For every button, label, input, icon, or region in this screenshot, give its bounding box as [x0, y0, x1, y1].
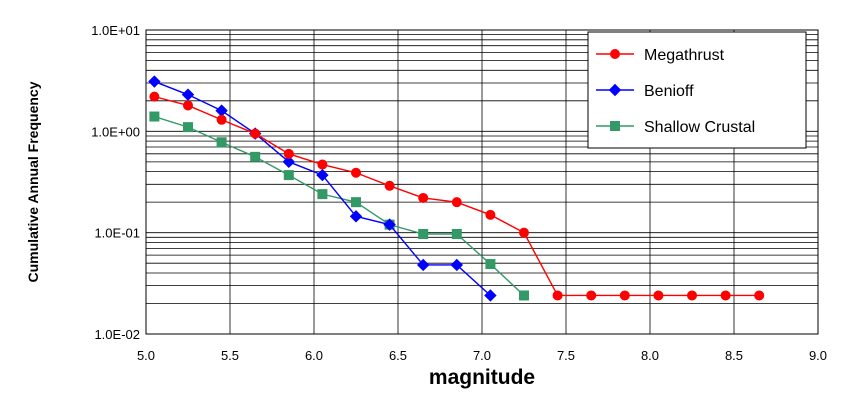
data-point-circle	[317, 159, 328, 170]
data-point-diamond	[349, 210, 363, 223]
data-point-circle	[418, 192, 429, 203]
data-point-circle	[610, 49, 620, 59]
data-point-square	[149, 111, 160, 122]
tick-labels: 5.0 5.5 6.0 6.5 7.0 7.5 8.0 8.5 9.0 1.0E+01 1.0E+0…	[91, 23, 827, 363]
data-point-circle	[149, 91, 160, 102]
series-benioff	[148, 75, 497, 302]
data-point-square	[519, 290, 529, 301]
data-point-diamond	[450, 258, 464, 272]
data-point-square	[610, 121, 620, 131]
data-point-diamond	[316, 168, 329, 182]
y-tick-label: 1.0E+00	[91, 124, 140, 139]
data-point-circle	[250, 128, 261, 139]
legend-label: Benioff	[644, 83, 694, 100]
legend-label: Megathrust	[644, 47, 725, 64]
plot-area-frame	[145, 29, 819, 335]
data-point-square	[283, 170, 294, 181]
y-tick-label: 1.0E-01	[94, 226, 140, 241]
data-point-diamond	[282, 155, 296, 169]
data-point-circle	[384, 180, 395, 191]
x-tick-label: 6.5	[389, 348, 407, 363]
data-point-square	[351, 197, 361, 208]
y-tick-label: 1.0E-02	[94, 327, 140, 342]
series-line	[154, 115, 525, 296]
data-point-square	[485, 259, 496, 270]
data-point-circle	[183, 100, 193, 111]
data-point-diamond	[181, 88, 195, 101]
data-point-diamond	[383, 218, 396, 231]
data-point-circle	[283, 148, 294, 159]
data-point-circle	[754, 290, 765, 301]
x-tick-label: 7.0	[473, 348, 491, 363]
data-point-square	[451, 229, 462, 240]
x-tick-label: 5.0	[137, 348, 155, 363]
data-point-circle	[586, 290, 597, 301]
legend: Megathrust Benioff Shallow Crustal	[587, 31, 807, 149]
data-point-circle	[720, 290, 731, 301]
y-tick-label: 1.0E+01	[91, 23, 140, 38]
data-point-circle	[619, 290, 630, 301]
series-megathrust	[149, 91, 765, 301]
data-point-circle	[687, 290, 697, 301]
x-tick-label: 5.5	[221, 348, 239, 363]
data-point-circle	[485, 209, 496, 220]
data-point-diamond	[608, 83, 622, 97]
data-point-diamond	[148, 75, 161, 88]
x-axis-title: magnitude	[429, 366, 535, 389]
x-tick-label: 8.0	[641, 348, 659, 363]
legend-label: Shallow Crustal	[644, 119, 755, 136]
data-point-circle	[653, 290, 664, 301]
data-point-circle	[216, 114, 227, 125]
data-point-circle	[552, 290, 563, 301]
data-point-circle	[451, 197, 462, 208]
x-tick-label: 8.5	[725, 348, 743, 363]
data-point-square	[183, 122, 193, 133]
series-shallow-crustal	[149, 111, 529, 301]
data-point-diamond	[416, 258, 430, 272]
data-point-square	[418, 229, 429, 240]
data-point-square	[317, 189, 328, 200]
data-point-diamond	[484, 289, 497, 302]
data-point-diamond	[215, 104, 228, 117]
x-tick-label: 9.0	[809, 348, 827, 363]
data-point-square	[216, 137, 227, 148]
data-point-circle	[351, 167, 361, 178]
data-point-circle	[519, 227, 529, 238]
data-point-square	[250, 151, 261, 162]
series-layer	[148, 75, 765, 302]
x-tick-label: 6.0	[305, 348, 323, 363]
x-tick-label: 7.5	[557, 348, 575, 363]
y-axis-title: Cumulative Annual Frequency	[25, 81, 41, 282]
